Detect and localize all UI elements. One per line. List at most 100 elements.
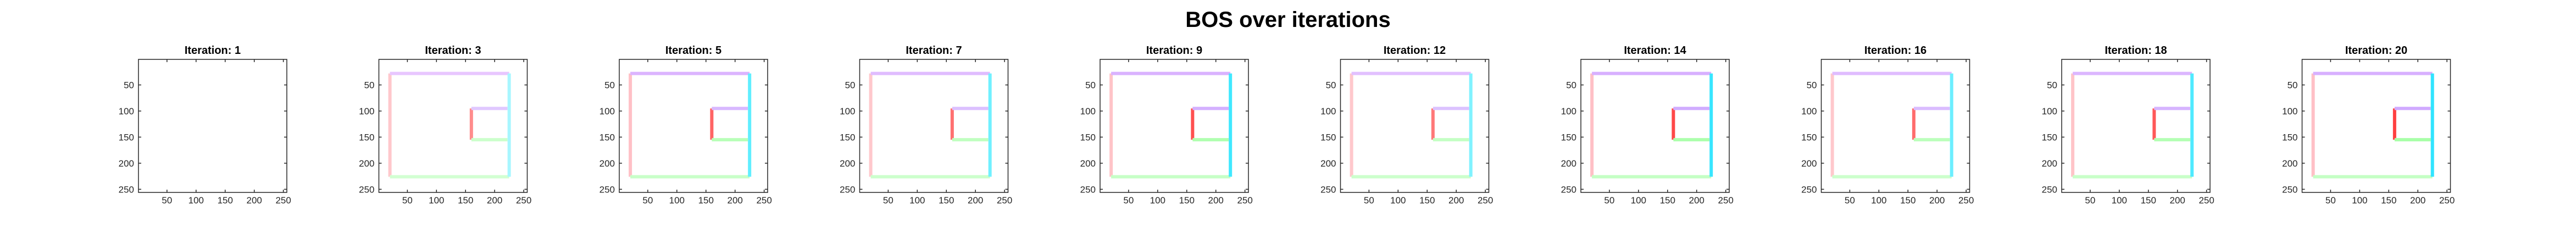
x-tick-label: 150 [1900, 195, 1916, 206]
y-tick-label: 150 [1561, 132, 1576, 142]
y-tick-label: 150 [359, 132, 374, 142]
y-tick-label: 250 [2042, 184, 2057, 195]
axes-frame [1580, 59, 1730, 193]
x-tick-label: 250 [997, 195, 1012, 206]
subplot-10: Iteration: 20 50 100 150 200 250 50 100 150 200 25… [2282, 45, 2455, 206]
y-tick-label: 100 [2282, 106, 2297, 117]
y-tick-label: 200 [2282, 158, 2297, 169]
subplot-title: Iteration: 18 [2105, 45, 2167, 57]
y-tick-label: 250 [599, 184, 615, 195]
x-tick-label: 100 [669, 195, 685, 206]
subplot-6: Iteration: 12 50 100 150 200 250 50 100 150 200 25… [1320, 45, 1493, 206]
x-tick-label: 200 [1208, 195, 1224, 206]
x-tick-label: 100 [909, 195, 925, 206]
y-tick-label: 150 [840, 132, 855, 142]
axes-frame [859, 59, 1009, 193]
figure-title: BOS over iterations [1185, 8, 1391, 32]
axes-frame [619, 59, 768, 193]
y-tick-label: 150 [1801, 132, 1817, 142]
y-tick-label: 50 [2047, 80, 2057, 91]
y-tick-label: 50 [364, 80, 375, 91]
y-tick-label: 200 [1561, 158, 1576, 169]
axes-frame [138, 59, 287, 193]
subplot-title: Iteration: 3 [425, 45, 481, 57]
subplot-title: Iteration: 9 [1146, 45, 1202, 57]
y-tick-label: 200 [1080, 158, 1096, 169]
subplot-title: Iteration: 16 [1864, 45, 1927, 57]
subplot-title: Iteration: 7 [906, 45, 962, 57]
x-tick-label: 150 [458, 195, 473, 206]
axes-frame [2301, 59, 2451, 193]
subplot-4: Iteration: 7 50 100 150 200 250 50 100 150 200 250 [840, 45, 1012, 206]
y-tick-label: 50 [2288, 80, 2298, 91]
x-tick-label: 100 [2352, 195, 2367, 206]
x-tick-label: 150 [2381, 195, 2396, 206]
y-tick-label: 100 [1320, 106, 1336, 117]
x-tick-label: 150 [218, 195, 233, 206]
x-tick-label: 250 [516, 195, 531, 206]
y-tick-label: 150 [1080, 132, 1096, 142]
y-tick-label: 200 [599, 158, 615, 169]
y-tick-label: 150 [599, 132, 615, 142]
x-tick-label: 50 [162, 195, 172, 206]
x-tick-label: 50 [2325, 195, 2336, 206]
x-tick-label: 50 [2085, 195, 2095, 206]
y-tick-label: 100 [1801, 106, 1817, 117]
x-tick-label: 100 [1871, 195, 1886, 206]
plot-area [859, 59, 1008, 192]
y-tick-label: 250 [1561, 184, 1576, 195]
x-tick-label: 100 [1631, 195, 1646, 206]
x-tick-label: 200 [1689, 195, 1705, 206]
x-tick-label: 150 [698, 195, 714, 206]
axes-frame [1820, 59, 1970, 193]
x-tick-label: 200 [728, 195, 743, 206]
subplot-2: Iteration: 3 50 100 150 200 250 50 100 150 200 250 [359, 45, 531, 206]
plot-area [1100, 59, 1248, 192]
x-tick-label: 100 [1390, 195, 1406, 206]
y-tick-label: 100 [599, 106, 615, 117]
x-tick-label: 50 [642, 195, 653, 206]
y-tick-label: 50 [1085, 80, 1096, 91]
plot-area [2062, 59, 2210, 192]
subplot-title: Iteration: 12 [1384, 45, 1446, 57]
y-tick-label: 100 [840, 106, 855, 117]
x-tick-label: 50 [883, 195, 893, 206]
y-tick-label: 100 [359, 106, 374, 117]
x-tick-label: 150 [1660, 195, 1675, 206]
x-tick-label: 250 [2199, 195, 2214, 206]
x-tick-label: 100 [1150, 195, 1165, 206]
x-tick-label: 250 [1958, 195, 1974, 206]
y-tick-label: 200 [119, 158, 134, 169]
axes-frame [2061, 59, 2211, 193]
axes-frame [378, 59, 528, 193]
x-tick-label: 50 [402, 195, 413, 206]
y-tick-label: 50 [845, 80, 856, 91]
y-tick-label: 250 [1801, 184, 1817, 195]
subplot-8: Iteration: 16 50 100 150 200 250 50 100 150 200 25… [1801, 45, 1974, 206]
y-tick-label: 100 [119, 106, 134, 117]
x-tick-label: 200 [1448, 195, 1464, 206]
plot-area [138, 59, 287, 192]
x-tick-label: 200 [2170, 195, 2185, 206]
x-tick-label: 200 [247, 195, 262, 206]
y-tick-label: 200 [2042, 158, 2057, 169]
subplot-3: Iteration: 5 50 100 150 200 250 50 100 150 200 250 [599, 45, 772, 206]
y-tick-label: 50 [604, 80, 615, 91]
axes-frame [1340, 59, 1490, 193]
x-tick-label: 150 [1419, 195, 1435, 206]
x-tick-label: 200 [1929, 195, 1945, 206]
y-tick-label: 250 [840, 184, 855, 195]
y-tick-label: 250 [2282, 184, 2297, 195]
x-tick-label: 50 [1123, 195, 1134, 206]
subplot-9: Iteration: 18 50 100 150 200 250 50 100 150 200 25… [2042, 45, 2214, 206]
y-tick-label: 100 [1561, 106, 1576, 117]
subplot-title: Iteration: 20 [2345, 45, 2407, 57]
plot-area [619, 59, 768, 192]
plot-area [1581, 59, 1729, 192]
y-tick-label: 50 [1807, 80, 1817, 91]
x-tick-label: 100 [429, 195, 444, 206]
subplot-5: Iteration: 9 50 100 150 200 250 50 100 150 200 250 [1080, 45, 1253, 206]
y-tick-label: 100 [1080, 106, 1096, 117]
x-tick-label: 250 [1478, 195, 1493, 206]
y-tick-label: 150 [119, 132, 134, 142]
